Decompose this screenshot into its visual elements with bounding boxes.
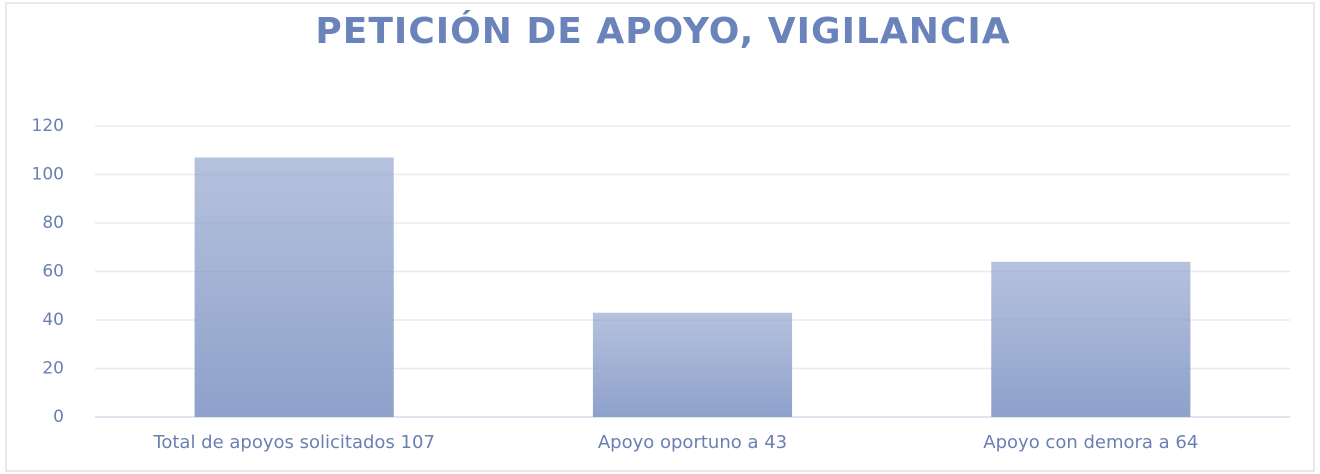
y-tick-label: 120 [32,116,64,136]
x-tick-label: Total de apoyos solicitados 107 [152,432,435,453]
bar [194,157,394,417]
y-tick-label: 20 [42,359,64,379]
y-tick-label: 80 [42,213,64,233]
bar [991,261,1191,417]
y-tick-label: 100 [32,165,64,185]
y-tick-label: 60 [42,262,64,282]
bar [592,312,793,417]
chart-title: PETICIÓN DE APOYO, VIGILANCIA [315,10,1010,52]
y-tick-label: 0 [53,407,64,427]
x-tick-label: Apoyo con demora a 64 [983,432,1198,453]
y-tick-label: 40 [42,310,64,330]
x-tick-label: Apoyo oportuno a 43 [598,432,787,453]
